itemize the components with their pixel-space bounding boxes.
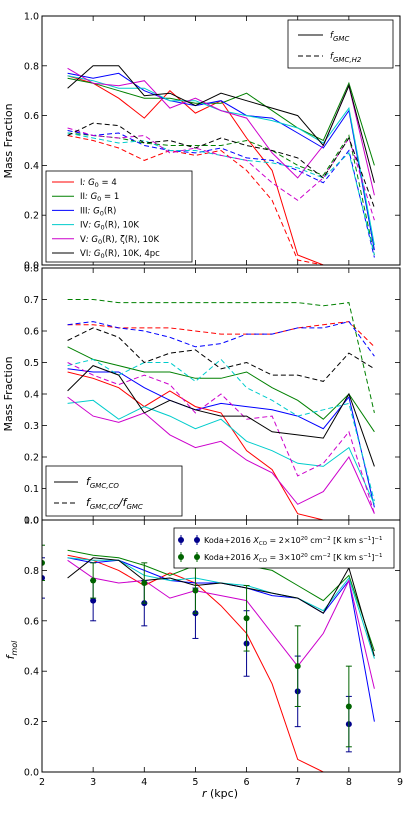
style-legend-dashed-label: fGMC,H2	[330, 52, 362, 64]
middle-series-1-solid-line	[67, 371, 324, 520]
svg-text:Koda+2016 XCO = 2×1020 cm−2 [K: Koda+2016 XCO = 2×1020 cm−2 [K km s−1]−1	[204, 536, 383, 547]
model-legend-label-IV: IV: G0(R), 10K	[80, 221, 139, 232]
style-legend-solid-label: fGMC	[330, 31, 349, 43]
top-series-2-solid-line	[67, 77, 375, 166]
middle-ytick-label: 0.8	[24, 264, 39, 275]
top-axes-frame	[41, 15, 401, 266]
top-series-3-solid-line	[67, 72, 375, 251]
top-series-6-solid-line	[67, 65, 375, 183]
top-style-legend: fGMC fGMC,H2	[287, 19, 394, 69]
observation-2-point-6	[294, 625, 301, 707]
model-legend-label-VI: VI: G0(R), 10K, 4pc	[80, 249, 160, 260]
top-series-5-dashed-line	[67, 127, 375, 221]
mid-legend-solid-label: fGMC,CO	[86, 475, 119, 490]
middle-ytick-label: 0.7	[24, 295, 39, 306]
bottom-axes-frame	[41, 519, 401, 773]
bottom-series-5-solid-line	[67, 559, 375, 689]
top-ytick-label: 0.8	[24, 61, 39, 72]
middle-series-6-solid-line	[67, 365, 375, 467]
middle-series-2-solid-line	[67, 346, 375, 433]
top-plot-area	[67, 65, 375, 265]
middle-ytick-label: 0.5	[24, 358, 39, 369]
middle-ytick-label: 0.1	[24, 484, 39, 495]
model-legend: I: G0 = 4 II: G0 = 1 III: G0(R) IV: G0(R), …	[45, 170, 193, 263]
model-legend-label-V: V: G0(R), ζ(R), 10K	[80, 235, 159, 246]
model-legend-label-II: II: G0 = 1	[80, 192, 119, 203]
observation-2-point-1	[42, 544, 45, 581]
bot-ylabel: fmol	[4, 640, 19, 660]
top-ytick-label: 0.2	[24, 211, 39, 222]
xtick-label: 2	[39, 777, 45, 788]
top-ytick-label: 0.4	[24, 161, 39, 172]
xtick-label: 4	[141, 777, 147, 788]
observation-2-point-5	[243, 585, 250, 652]
observation-2-point-4	[192, 567, 199, 614]
top-ylabel: Mass Fraction	[2, 103, 15, 178]
bottom-panel: 0.0 0.2 0.4 0.6 0.8 1.0 2 3 4 5 6 7 8 9	[24, 516, 403, 789]
top-ytick-label: 1.0	[24, 12, 39, 23]
bottom-plot-area	[42, 544, 375, 772]
bottom-series-6-solid-line	[67, 557, 375, 657]
middle-series-4-solid-line	[67, 399, 375, 505]
middle-panel: 0.0 0.1 0.2 0.3 0.4 0.5 0.6 0.7 0.8	[24, 264, 401, 527]
observation-2-point-2	[90, 562, 97, 599]
middle-ytick-label: 0.6	[24, 327, 39, 338]
mid-style-legend: fGMC,CO fGMC,CO/fGMC	[45, 465, 183, 517]
top-ytick-label: 0.6	[24, 111, 39, 122]
model-legend-label-III: III: G0(R)	[80, 206, 116, 217]
bottom-ytick-label: 0.8	[24, 566, 39, 577]
bottom-ytick-label: 0.4	[24, 667, 39, 678]
middle-plot-area	[67, 299, 375, 520]
xtick-label: 9	[397, 777, 403, 788]
xtick-label: 3	[90, 777, 96, 788]
observation-1-point-1	[42, 557, 45, 599]
xtick-label: 7	[295, 777, 301, 788]
middle-series-1-dashed-line	[67, 321, 375, 348]
bottom-ytick-label: 0.0	[24, 768, 39, 779]
bottom-series-4-solid-line	[67, 557, 375, 659]
xtick-label: 8	[346, 777, 352, 788]
top-series-3-dashed-line	[67, 130, 375, 258]
middle-ytick-label: 0.4	[24, 390, 39, 401]
top-series-1-dashed-line	[67, 135, 375, 265]
middle-series-3-dashed-line	[67, 321, 375, 357]
middle-series-5-dashed-line	[67, 362, 375, 514]
bottom-ytick-label: 1.0	[24, 516, 39, 527]
bottom-ytick-label: 0.2	[24, 717, 39, 728]
observation-legend-entry-2: Koda+2016 XCO = 3×1020 cm−2 [K km s−1]−1	[178, 552, 383, 564]
x-axis-label: r (kpc)	[202, 787, 238, 800]
middle-series-2-dashed-line	[67, 299, 375, 414]
svg-text:Koda+2016 XCO = 3×1020 cm−2 [K: Koda+2016 XCO = 3×1020 cm−2 [K km s−1]−1	[204, 553, 383, 564]
observation-legend-entry-1: Koda+2016 XCO = 2×1020 cm−2 [K km s−1]−1	[178, 535, 383, 547]
mid-ylabel: Mass Fraction	[2, 356, 15, 431]
model-legend-label-I: I: G0 = 4	[80, 178, 117, 189]
xtick-label: 6	[244, 777, 250, 788]
middle-ytick-label: 0.3	[24, 421, 39, 432]
mid-legend-dashed-label: fGMC,CO/fGMC	[86, 496, 143, 511]
middle-series-6-dashed-line	[67, 327, 375, 382]
observation-legend: Koda+2016 XCO = 2×1020 cm−2 [K km s−1]−1…	[173, 527, 395, 569]
middle-ytick-label: 0.2	[24, 453, 39, 464]
xtick-label: 5	[192, 777, 198, 788]
bottom-ytick-label: 0.6	[24, 616, 39, 627]
middle-series-3-solid-line	[67, 368, 375, 508]
middle-ytick-label: 0.0	[24, 516, 39, 527]
middle-series-5-solid-line	[67, 396, 375, 514]
observation-2-point-7	[345, 665, 352, 748]
top-panel: 0.0 0.2 0.4 0.6 0.8 1.0	[24, 12, 401, 272]
observation-2-point-3	[141, 562, 148, 604]
top-ytick-label: 0.0	[24, 261, 39, 272]
top-series-6-dashed-line	[67, 122, 375, 208]
